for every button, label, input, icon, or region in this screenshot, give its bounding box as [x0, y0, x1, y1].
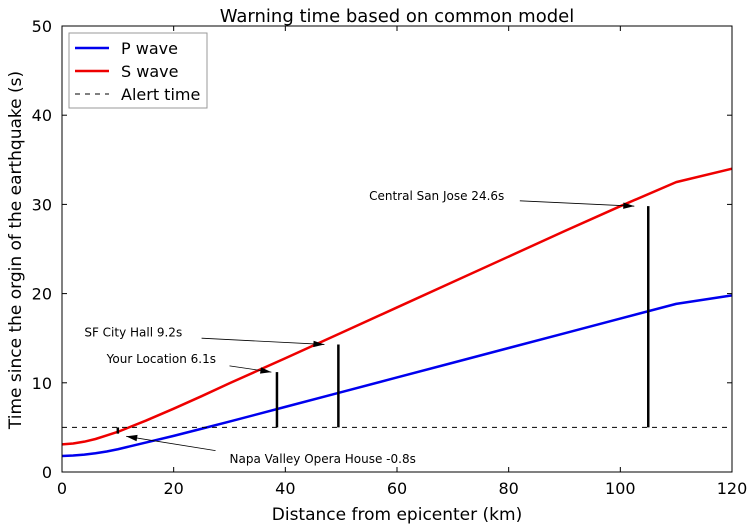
legend-entry-alert-time: Alert time — [121, 85, 200, 104]
annotation-label-2: Your Location 6.1s — [106, 352, 216, 366]
series-layer — [61, 167, 733, 458]
tick-layer: 0 20 40 60 80 100 120 0 10 20 30 40 50 — [32, 17, 748, 498]
annotation-label-1: SF City Hall 9.2s — [84, 325, 182, 339]
x-tick-label-0: 0 — [57, 479, 67, 498]
x-tick-label-40: 40 — [275, 479, 295, 498]
y-tick-label-50: 50 — [32, 17, 52, 36]
y-tick-label-40: 40 — [32, 106, 52, 125]
annotation-arrow-line-0 — [519, 200, 635, 207]
x-tick-label-120: 120 — [717, 479, 748, 498]
legend-entry-s-wave: S wave — [121, 62, 178, 81]
y-axis-label: Time since the orgin of the earthquake (… — [6, 71, 26, 430]
marker-layer — [116, 206, 650, 434]
y-tick-label-10: 10 — [32, 374, 52, 393]
y-tick-label-20: 20 — [32, 285, 52, 304]
x-tick-label-20: 20 — [163, 479, 183, 498]
legend: P wave S wave Alert time — [68, 32, 208, 109]
x-tick-label-100: 100 — [605, 479, 636, 498]
annotation-label-0: Central San Jose 24.6s — [369, 189, 504, 203]
annotation-arrow-line-1 — [201, 337, 325, 345]
series-line-p-wave — [61, 294, 733, 458]
annotation-arrow-line-3 — [126, 435, 216, 451]
x-tick-label-60: 60 — [387, 479, 407, 498]
annotation-arrowhead-3 — [126, 434, 138, 442]
y-tick-label-0: 0 — [42, 463, 52, 482]
chart-title: Warning time based on common model — [220, 6, 574, 27]
y-tick-label-30: 30 — [32, 195, 52, 214]
annotation-arrowhead-0 — [623, 202, 635, 209]
series-line-s-wave — [61, 167, 733, 446]
annotation-layer: Central San Jose 24.6s SF City Hall 9.2s Y… — [84, 189, 635, 466]
annotation-arrowhead-2 — [260, 367, 272, 374]
x-axis-label: Distance from epicenter (km) — [272, 505, 522, 525]
x-tick-label-80: 80 — [498, 479, 518, 498]
legend-entry-p-wave: P wave — [121, 39, 178, 58]
annotation-label-3: Napa Valley Opera House -0.8s — [230, 452, 416, 466]
annotation-arrowhead-1 — [313, 340, 325, 348]
